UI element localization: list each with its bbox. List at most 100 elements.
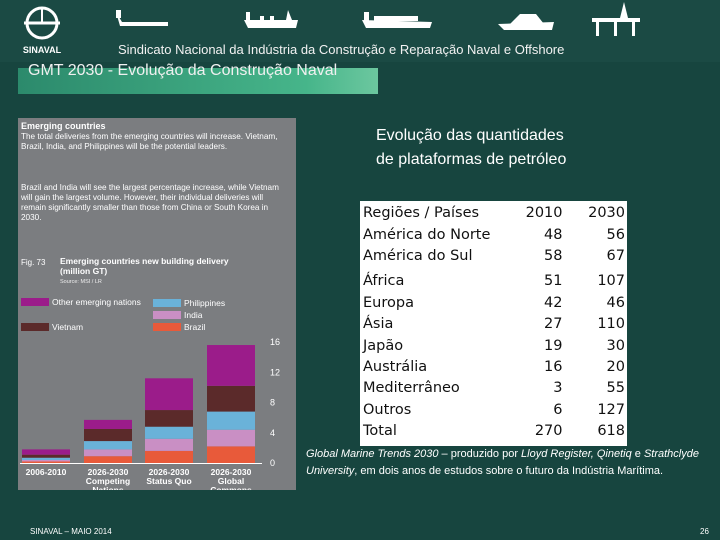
table-cell: Mediterrâneo	[363, 380, 460, 397]
page-number: 26	[700, 527, 709, 536]
table-cell: Japão	[363, 337, 404, 354]
chart-source: Source: MSI / LR	[60, 279, 102, 285]
table-cell: Total	[363, 423, 397, 440]
legend-india: India	[153, 310, 202, 320]
sinaval-logo: SINAVAL	[23, 6, 62, 55]
table-cell: 110	[597, 316, 625, 333]
logo-text: SINAVAL	[23, 45, 62, 55]
legend-philippines: Philippines	[153, 298, 225, 308]
title-bar	[18, 68, 378, 94]
table-cell: 618	[597, 423, 625, 440]
stacked-bar-chart: 0 4 8 12 16 2006-2010 2026-2030 Competing Nation…	[20, 337, 280, 490]
table-cell: 55	[606, 380, 625, 397]
bar-segment-vietnam	[22, 454, 70, 458]
bar-segment-india	[84, 449, 132, 457]
table-row: América do Sul 58 67	[363, 246, 625, 267]
bar-segment-brazil	[145, 450, 193, 463]
figure-number: Fig. 73	[21, 258, 46, 267]
section-title-line: Evolução das quantidades	[376, 127, 564, 144]
container-ship-icon	[362, 12, 432, 28]
platforms-table: Regiões / Países 2010 2030 América do No…	[363, 203, 625, 442]
table-cell: 19	[544, 337, 563, 354]
y-tick-label: 0	[270, 458, 275, 468]
table-cell: 107	[597, 273, 625, 290]
table-cell: 42	[544, 294, 563, 311]
table-cell: Ásia	[363, 316, 394, 333]
table-header-cell: 2010	[525, 205, 563, 222]
table-cell: África	[363, 273, 405, 290]
legend-other: Other emerging nations	[21, 298, 141, 307]
table-cell: 127	[597, 401, 625, 418]
table-cell: 6	[553, 401, 563, 418]
tanker-ship-icon	[116, 10, 168, 26]
bar-segment-other-emerging-nations	[84, 419, 132, 429]
table-row: América do Norte 48 56	[363, 224, 625, 245]
caption-authors: Strathclyde University	[306, 448, 699, 477]
cargo-ship-icon	[244, 10, 298, 28]
bar-segment-philippines	[84, 441, 132, 450]
table-cell: 67	[606, 247, 625, 264]
table-cell: 20	[606, 358, 625, 375]
caption-text: e	[631, 448, 644, 460]
bar-segment-india	[207, 429, 255, 447]
section-title-line: de plataformas de petróleo	[376, 151, 567, 168]
bar-segment-philippines	[22, 457, 70, 460]
table-header-row: Regiões / Países 2010 2030	[363, 203, 625, 224]
table-cell: 270	[534, 423, 563, 440]
table-row: Austrália 16 20	[363, 357, 625, 378]
bar-segment-other-emerging-nations	[22, 449, 70, 455]
ferry-ship-icon	[498, 14, 554, 30]
bar-segment-philippines	[145, 426, 193, 439]
table-row: Mediterrâneo 3 55	[363, 378, 625, 399]
table-cell: Europa	[363, 294, 414, 311]
legend-vietnam: Vietnam	[21, 322, 83, 332]
oil-platform-icon	[592, 2, 640, 36]
x-category-label: 2026-2030 Global Commons	[210, 467, 252, 490]
x-category-label: 2026-2030 Status Quo	[146, 467, 191, 486]
footer-label: SINAVAL – MAIO 2014	[30, 527, 112, 536]
table-cell: Outros	[363, 401, 412, 418]
bar-segment-india	[22, 459, 70, 462]
chart-legend: Other emerging nations Vietnam Philippin…	[21, 296, 241, 338]
caption-text: , em dois anos de estudos sobre o futuro…	[354, 464, 664, 477]
figure-paragraph: Brazil and India will see the largest pe…	[21, 183, 279, 222]
section-title: Evolução das quantidades de plataformas …	[376, 124, 566, 172]
slide-title: GMT 2030 - Evolução da Construção Naval	[28, 62, 338, 79]
platforms-table-panel: Regiões / Países 2010 2030 América do No…	[360, 201, 627, 446]
table-row: Ásia 27 110	[363, 314, 625, 335]
figure-caption: Global Marine Trends 2030 – produzido po…	[306, 446, 710, 479]
table-row: Europa 42 46	[363, 293, 625, 314]
figure-heading: Emerging countries	[21, 121, 106, 131]
table-cell: 27	[544, 316, 563, 333]
bar-segment-india	[145, 438, 193, 451]
table-row: Japão 19 30	[363, 335, 625, 356]
table-cell: Austrália	[363, 358, 428, 375]
table-cell: 46	[606, 294, 625, 311]
org-title: Sindicato Nacional da Indústria da Const…	[118, 42, 565, 57]
y-tick-label: 8	[270, 398, 275, 408]
table-cell: 48	[544, 226, 563, 243]
table-cell: 58	[544, 247, 563, 264]
table-row: Outros 6 127	[363, 400, 625, 421]
table-header-cell: 2030	[588, 205, 625, 222]
bar-segment-vietnam	[145, 410, 193, 427]
x-category-label: 2006-2010	[26, 467, 67, 477]
table-cell: 16	[544, 358, 563, 375]
legend-brazil: Brazil	[153, 322, 205, 332]
chart-title: Emerging countries new building delivery…	[60, 256, 229, 276]
table-cell: 3	[553, 380, 563, 397]
bar-segment-other-emerging-nations	[145, 378, 193, 411]
bar-segment-vietnam	[207, 385, 255, 412]
figure-paragraph: The total deliveries from the emerging c…	[21, 132, 278, 151]
x-category-label: 2026-2030 Competing Nations	[86, 467, 130, 490]
bar-segment-philippines	[207, 411, 255, 430]
table-cell: 30	[606, 337, 625, 354]
caption-authors: Lloyd Register, Qinetiq	[521, 448, 632, 460]
table-cell: 51	[544, 273, 563, 290]
table-header-cell: Regiões / Países	[363, 205, 480, 222]
report-figure: Emerging countries The total deliveries …	[18, 118, 296, 490]
bar-segment-brazil	[207, 446, 255, 463]
caption-text: – produzido por	[438, 448, 522, 460]
table-cell: América do Sul	[363, 247, 473, 264]
table-row: Total 270 618	[363, 421, 625, 442]
